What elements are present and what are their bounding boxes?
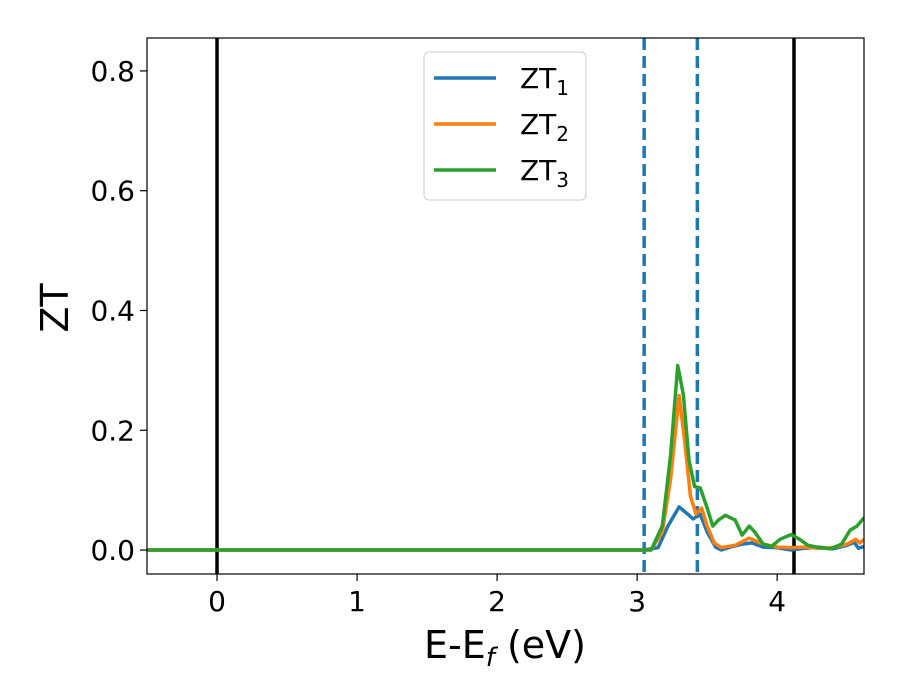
legend: ZT1 ZT2 ZT3 bbox=[423, 51, 587, 201]
series-line-zt3 bbox=[147, 363, 864, 552]
y-tick-label: 0.0 bbox=[90, 534, 135, 567]
y-axis-ticks: 0.0 0.2 0.4 0.6 0.8 bbox=[90, 55, 147, 567]
series-line-zt1 bbox=[147, 505, 864, 552]
x-tick-label: 3 bbox=[628, 585, 646, 618]
legend-label-zt2: ZT2 bbox=[520, 108, 569, 146]
x-tick-label: 0 bbox=[208, 585, 226, 618]
y-axis-label: ZT bbox=[33, 283, 77, 333]
plot-frame bbox=[146, 37, 865, 575]
y-tick-label: 0.4 bbox=[90, 294, 135, 327]
x-tick-label: 4 bbox=[768, 585, 786, 618]
x-axis-label: E-Ef (eV) bbox=[424, 623, 586, 673]
x-tick-label: 2 bbox=[488, 585, 506, 618]
x-axis-ticks: 0 1 2 3 4 bbox=[208, 574, 786, 618]
legend-box bbox=[423, 51, 587, 201]
y-tick-label: 0.6 bbox=[90, 175, 135, 208]
x-tick-label: 1 bbox=[348, 585, 366, 618]
y-tick-label: 0.8 bbox=[90, 55, 135, 88]
y-tick-label: 0.2 bbox=[90, 414, 135, 447]
series-line-zt2 bbox=[147, 393, 864, 552]
legend-label-zt3: ZT3 bbox=[520, 154, 569, 192]
legend-label-zt1: ZT1 bbox=[520, 62, 569, 100]
series-lines bbox=[147, 363, 864, 552]
reference-lines bbox=[215, 38, 796, 574]
